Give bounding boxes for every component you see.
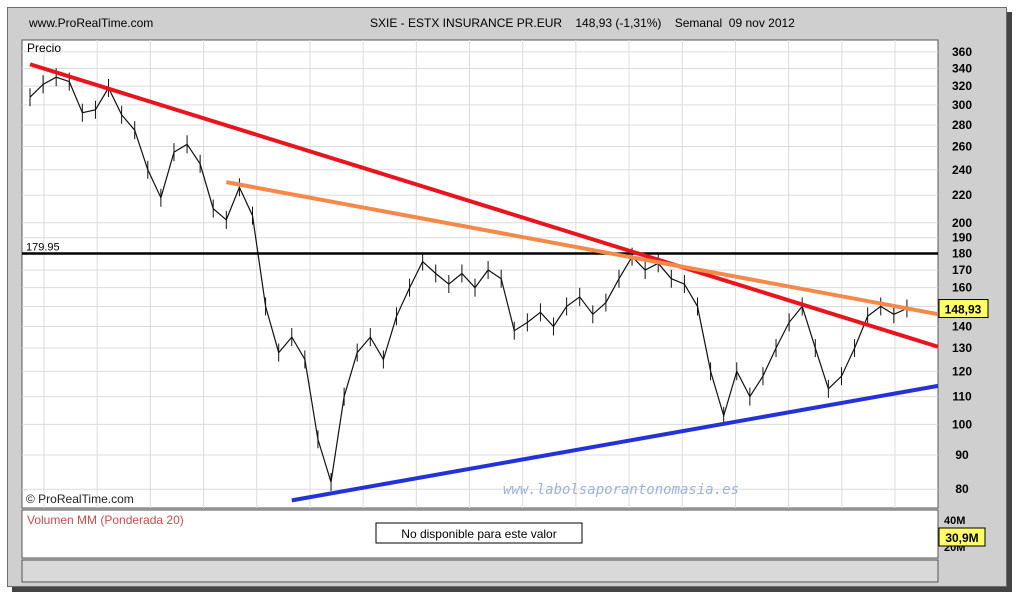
price-panel: [21, 39, 939, 509]
last-value-badge: [938, 299, 989, 319]
y-tick-label: 160: [952, 281, 972, 295]
panel-label: Precio: [27, 41, 61, 55]
volume-value-badge: [938, 527, 986, 547]
y-tick-label: 180: [952, 246, 972, 260]
trendlines: [22, 62, 939, 503]
trendline-blue: [291, 383, 939, 503]
y-tick-label: 260: [952, 139, 972, 153]
y-tick-label: 80: [955, 482, 969, 496]
site-name: www.ProRealTime.com: [29, 16, 154, 30]
grid: [22, 40, 938, 508]
price-line: [29, 76, 908, 483]
watermark: www.labolsaporantonomasia.es: [503, 482, 739, 498]
volume-message-box: [375, 522, 583, 544]
y-tick-label: 110: [952, 390, 972, 404]
y-tick-label: 300: [952, 98, 972, 112]
y-tick-label: 90: [955, 448, 969, 462]
y-tick-label: 100: [952, 417, 972, 431]
y-tick-label: 360: [952, 45, 972, 59]
volume-tick-upper: 40M: [944, 515, 965, 527]
y-tick-label: 170: [952, 263, 972, 277]
y-axis: 8090100110120130140150160170180190200220…: [952, 45, 972, 496]
chart-title: SXIE - ESTX INSURANCE PR.EUR 148,93 (-1,…: [370, 16, 795, 30]
copyright: © ProRealTime.com: [26, 492, 134, 506]
volume-value: 30,9M: [945, 531, 978, 545]
level-label: 179.95: [26, 242, 60, 254]
price-series: [29, 68, 908, 492]
last-value-text: 148,93: [945, 303, 982, 317]
volume-message: No disponible para este valor: [401, 527, 556, 541]
trendline-red: [29, 62, 939, 349]
trendline-orange: [225, 180, 939, 317]
y-tick-label: 220: [952, 188, 972, 202]
y-tick-label: 190: [952, 231, 972, 245]
y-tick-label: 320: [952, 79, 972, 93]
y-tick-label: 130: [952, 341, 972, 355]
y-tick-label: 140: [952, 320, 972, 334]
volume-label: Volumen MM (Ponderada 20): [27, 513, 184, 527]
y-tick-label: 200: [952, 216, 972, 230]
date-axis-strip: [21, 559, 939, 583]
y-tick-label: 280: [952, 118, 972, 132]
y-tick-label: 340: [952, 61, 972, 75]
y-tick-label: 120: [952, 364, 972, 378]
y-tick-label: 240: [952, 163, 972, 177]
